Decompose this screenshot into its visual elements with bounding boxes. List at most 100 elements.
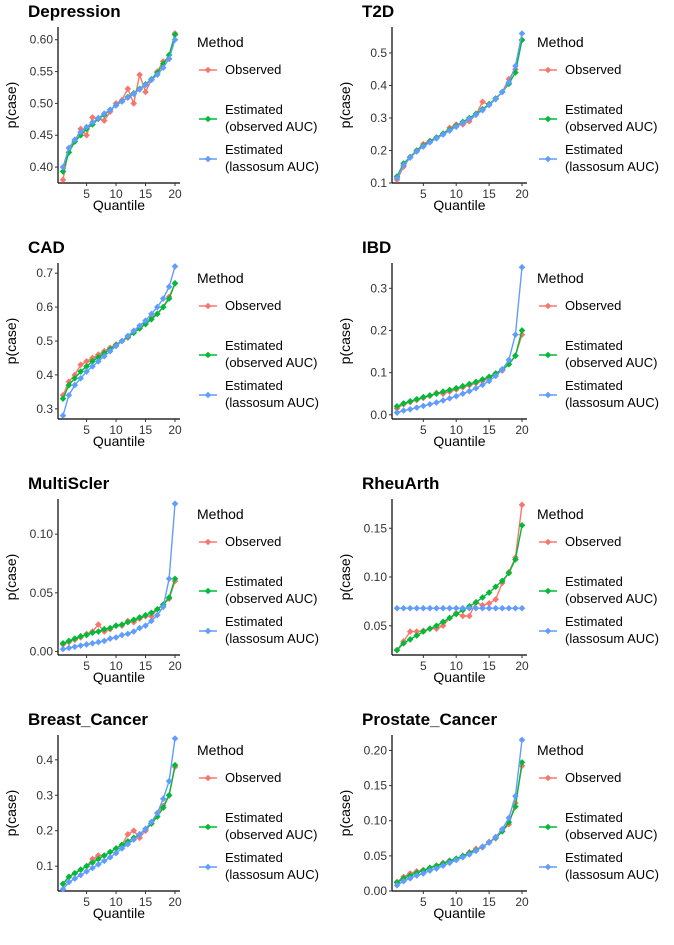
x-tick-label: 15: [482, 895, 496, 909]
data-point: [413, 404, 421, 411]
panel-breast_cancer: Breast_Cancer 0.1 0.2 0.3 0.4 5 10 15 20 Quantile…: [3, 710, 319, 921]
x-tick-label: 5: [83, 423, 90, 437]
data-point: [124, 830, 132, 838]
data-point: [439, 618, 447, 626]
data-point: [505, 78, 513, 86]
legend-label: Estimated: [225, 338, 283, 353]
x-axis-label: Quantile: [433, 905, 485, 921]
data-point: [400, 161, 407, 169]
series-0: [393, 36, 526, 184]
x-tick-label: 20: [515, 895, 529, 909]
data-point: [154, 605, 161, 613]
legend-label: Estimated: [565, 378, 623, 393]
data-point: [433, 865, 440, 872]
y-tick-label: 0.1: [370, 176, 387, 190]
data-point: [65, 144, 73, 152]
series-line: [396, 39, 523, 181]
series-line: [396, 762, 523, 884]
x-tick-label: 5: [420, 423, 427, 437]
panel-depression: Depression 0.40 0.45 0.50 0.55 0.60 5 10 15 20 Qua…: [3, 2, 319, 213]
data-point: [130, 327, 138, 335]
y-tick-label: 0.5: [370, 46, 387, 60]
legend-key-marker: [544, 774, 552, 782]
data-point: [439, 862, 447, 870]
data-point: [472, 111, 480, 119]
data-point: [485, 604, 493, 612]
data-point: [459, 612, 467, 620]
data-point: [136, 86, 143, 93]
y-tick-label: 0.3: [370, 111, 387, 125]
series-line: [396, 739, 523, 886]
x-tick-label: 5: [420, 187, 427, 201]
data-point: [165, 594, 173, 601]
legend-label: Observed: [225, 534, 281, 549]
data-point: [406, 406, 414, 413]
data-point: [142, 825, 149, 833]
y-tick-label: 0.4: [370, 79, 387, 93]
y-tick-label: 0.15: [364, 521, 388, 535]
y-tick-label: 0.0: [370, 408, 387, 422]
y-axis-label: p(case): [337, 318, 353, 365]
data-point: [95, 855, 102, 863]
data-point: [124, 630, 132, 638]
legend-key-marker: [204, 627, 212, 635]
x-axis-label: Quantile: [433, 433, 485, 449]
data-point: [512, 352, 519, 360]
data-point: [71, 375, 79, 382]
data-point: [485, 839, 493, 846]
data-point: [83, 862, 90, 870]
data-point: [165, 295, 173, 302]
y-tick-label: 0.1: [36, 859, 53, 873]
y-tick-label: 0.10: [364, 570, 388, 584]
y-axis-label: p(case): [3, 318, 19, 365]
legend-key-marker: [544, 115, 552, 123]
series-line: [396, 267, 523, 414]
legend-key-marker: [204, 587, 212, 595]
data-point: [124, 618, 132, 626]
data-point: [518, 30, 526, 37]
data-point: [148, 818, 155, 826]
data-point: [112, 102, 120, 109]
data-point: [124, 85, 132, 93]
data-point: [466, 851, 473, 858]
data-point: [479, 843, 486, 851]
data-point: [518, 501, 526, 509]
data-point: [95, 353, 102, 361]
y-tick-label: 0.05: [364, 619, 388, 633]
data-point: [83, 123, 90, 131]
legend-label: Estimated: [225, 142, 283, 157]
legend-key-marker: [204, 823, 212, 831]
x-tick-label: 10: [450, 423, 464, 437]
x-tick-label: 10: [450, 895, 464, 909]
legend-label: Estimated: [565, 102, 623, 117]
data-point: [459, 382, 467, 390]
legend-title: Method: [197, 34, 244, 50]
data-point: [148, 612, 155, 620]
x-tick-label: 15: [139, 423, 153, 437]
data-point: [130, 100, 138, 107]
legend: Method Observed Estimated (observed AUC) Est…: [537, 270, 659, 410]
data-point: [505, 818, 513, 826]
data-point: [159, 603, 167, 611]
data-point: [142, 317, 149, 324]
y-tick-label: 0.2: [36, 824, 53, 838]
data-point: [59, 168, 67, 175]
data-point: [439, 604, 447, 612]
data-point: [77, 368, 84, 375]
data-point: [518, 263, 526, 271]
legend-key-marker: [204, 774, 212, 782]
data-point: [452, 392, 460, 400]
legend-key-marker: [544, 66, 552, 74]
data-point: [165, 777, 173, 785]
data-point: [159, 303, 167, 311]
y-tick-label: 0.2: [370, 144, 387, 158]
data-point: [479, 381, 486, 389]
y-tick-label: 0.10: [364, 814, 388, 828]
data-point: [89, 855, 96, 863]
legend-label: Estimated: [565, 338, 623, 353]
data-point: [406, 397, 414, 405]
series-line: [396, 504, 523, 651]
data-point: [95, 852, 102, 859]
series-line: [396, 765, 523, 883]
